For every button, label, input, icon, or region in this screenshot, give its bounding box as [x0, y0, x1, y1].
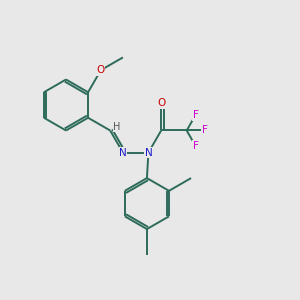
Text: N: N [119, 148, 127, 158]
Text: N: N [145, 148, 152, 158]
Text: O: O [97, 65, 105, 75]
Text: F: F [202, 125, 208, 136]
Text: O: O [157, 98, 165, 109]
Text: H: H [113, 122, 121, 132]
Text: F: F [193, 141, 199, 151]
Text: F: F [193, 110, 199, 120]
